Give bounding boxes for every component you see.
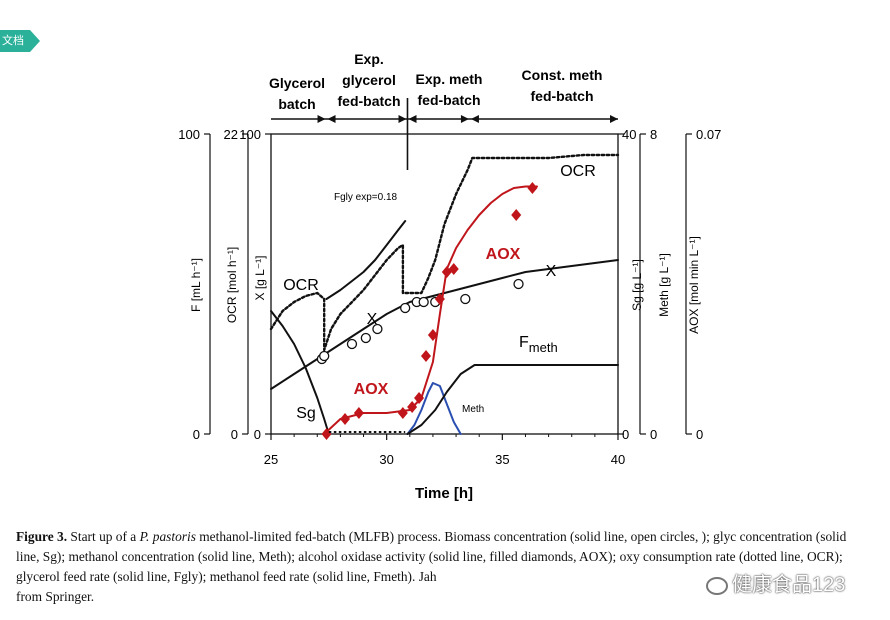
right-axis-bottom-label: 0 [650,427,657,442]
right-axis-bottom-label: 0 [696,427,703,442]
plot-frame [270,133,619,435]
biomass-marker [460,293,471,305]
biomass-label: X [367,311,378,328]
right-axis-top-label: 40 [622,127,636,142]
phase-label: Exp. [354,51,384,67]
left-axis-bottom-label: 0 [193,427,200,442]
aox-marker [420,350,431,362]
right-axis-top-label: 0.07 [696,127,721,142]
aox-marker [414,392,425,404]
series-line [325,220,407,300]
right-axis-title: AOX [mol min L⁻¹] [687,236,701,334]
series-line [270,259,619,390]
phase-label: fed-batch [418,92,481,108]
glycerol-label: Sg [296,405,316,422]
biomass-marker [319,350,330,362]
biomass-marker [400,302,411,314]
fgly-label: Fgly exp=0.18 [334,192,398,203]
aox-marker [397,407,408,419]
phase-label: glycerol [342,72,396,88]
series-line [270,310,330,435]
phase-header: Glycerol batch Exp. glycerol fed-batch Exp. m… [269,51,618,170]
aox-label: AOX [354,381,389,398]
fmeth-label: Fmeth [519,334,558,355]
aox-marker [527,182,538,194]
phase-arrowhead [398,115,407,123]
phase-label: Const. meth [522,67,603,83]
ocr-label: OCR [560,163,596,180]
biomass-label: X [546,263,557,280]
caption-species: P. pastoris [139,529,196,544]
aox-marker [427,329,438,341]
right-axis-title: Sg [g L⁻¹] [630,259,644,311]
caption-text-c: from Springer. [16,589,95,604]
aox-marker [340,413,351,425]
phase-label: batch [278,96,315,112]
biomass-marker [372,323,383,335]
x-tick-label: 40 [611,452,625,467]
wechat-icon [706,576,728,595]
biomass-marker [513,278,524,290]
left-axis-top-label: 100 [239,127,261,142]
left-axis-title: OCR [mol h⁻¹] [225,247,239,323]
axes: 25 30 35 40 100 0 F [mL h⁻¹] 22 0 OCR [mol h⁻¹] 10… [178,127,721,467]
figure-caption: Figure 3. Start up of a P. pastoris meth… [16,527,862,607]
phase-arrowhead [408,115,417,123]
series-line [406,382,462,435]
fmeth-subscript: meth [529,340,558,355]
aox-marker [407,401,418,413]
left-axis-bottom-label: 0 [231,427,238,442]
chart: Glycerol batch Exp. glycerol fed-batch Exp. m… [178,51,721,502]
phase-label: fed-batch [338,93,401,109]
caption-figure-number: Figure 3. [16,529,68,544]
series-labels: OCR OCR X X Sg AOX AOX Fmeth Meth Fgly exp=0.18 [283,163,596,422]
phase-arrowhead [460,115,469,123]
aox-marker [353,407,364,419]
biomass-marker [418,296,429,308]
phase-arrowhead [327,115,336,123]
watermark: 健康食品123 [706,568,845,597]
left-axis-bottom-label: 0 [254,427,261,442]
series-line [269,153,620,352]
watermark-text: 健康食品123 [732,574,846,596]
biomass-marker [346,338,358,350]
corner-tag[interactable]: 文档 [0,30,40,52]
left-axis-top-label: 100 [178,127,200,142]
caption-text-b: methanol-limited fed-batch (MLFB) proces… [16,529,847,584]
phase-label: Glycerol [269,75,325,91]
right-axis-title: Meth [g L⁻¹] [657,253,671,317]
phase-label: fed-batch [531,88,594,104]
x-axis-title: Time [h] [415,485,473,502]
x-tick-label: 30 [379,452,393,467]
phase-arrowhead [470,115,479,123]
series-line [406,364,619,435]
meth-label: Meth [462,404,484,415]
left-axis-title: X [g L⁻¹] [253,255,267,300]
x-tick-label: 25 [264,452,278,467]
aox-marker [511,209,522,221]
ocr-label: OCR [283,277,319,294]
biomass-marker [360,332,371,344]
right-axis-top-label: 8 [650,127,657,142]
phase-arrowhead [317,115,326,123]
left-axis-top-label: 22 [224,127,238,142]
phase-label: Exp. meth [416,71,483,87]
aox-marker [434,293,445,305]
aox-marker [448,263,459,275]
left-axis-title: F [mL h⁻¹] [189,258,203,312]
aox-label: AOX [486,246,521,263]
x-tick-label: 35 [495,452,509,467]
right-axis-bottom-label: 0 [622,427,629,442]
phase-arrowhead [610,115,618,123]
series-layer [269,153,620,440]
caption-text-a: Start up of a [67,529,140,544]
